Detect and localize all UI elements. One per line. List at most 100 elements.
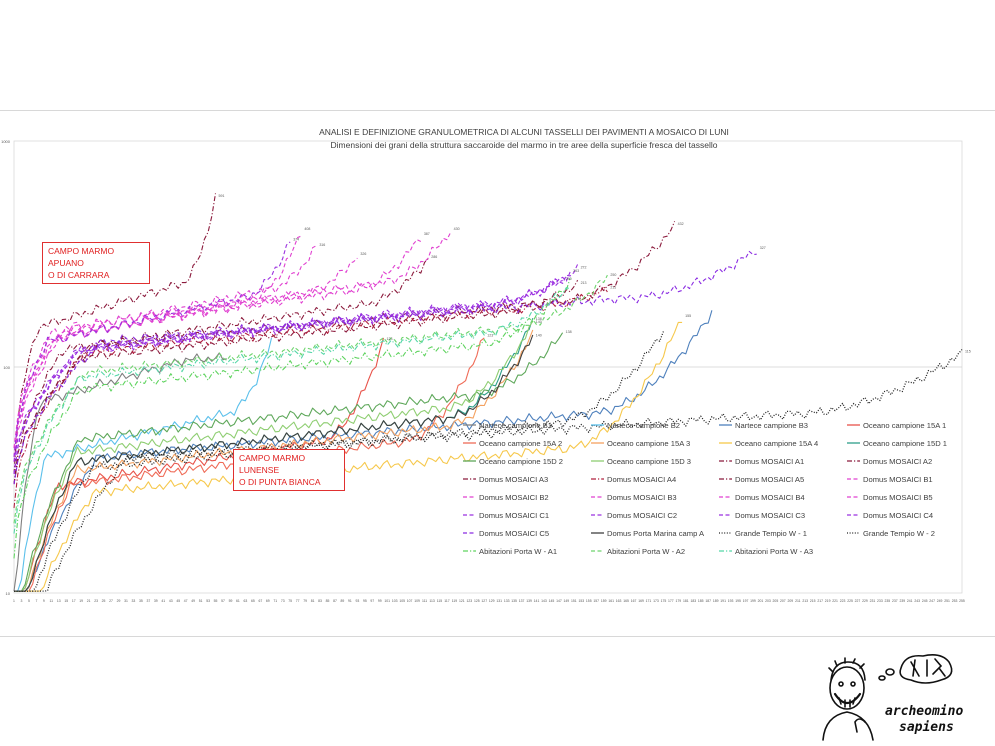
x-tick-label: 35 — [139, 599, 143, 603]
x-tick-label: 189 — [713, 599, 719, 603]
series-line — [13, 274, 608, 524]
x-tick-label: 137 — [519, 599, 525, 603]
x-tick-label: 243 — [914, 599, 920, 603]
series-line — [14, 329, 534, 592]
legend-entry: Oceano campione 15D 2 — [479, 457, 563, 466]
x-tick-label: 173 — [653, 599, 659, 603]
series-line — [13, 285, 608, 508]
x-tick-label: 175 — [661, 599, 667, 603]
x-tick-label: 103 — [392, 599, 398, 603]
x-tick-label: 109 — [414, 599, 420, 603]
x-tick-label: 63 — [244, 599, 248, 603]
x-tick-label: 247 — [929, 599, 935, 603]
x-tick-label: 193 — [728, 599, 734, 603]
series-end-label: 155 — [685, 314, 691, 318]
x-tick-label: 217 — [817, 599, 823, 603]
x-tick-label: 149 — [564, 599, 570, 603]
x-tick-label: 245 — [922, 599, 928, 603]
x-tick-label: 75 — [288, 599, 292, 603]
x-tick-label: 207 — [780, 599, 786, 603]
y-tick-label: 100 — [3, 365, 10, 370]
legend-entry: Domus MOSAICI A4 — [607, 475, 676, 484]
x-tick-label: 169 — [638, 599, 644, 603]
y-tick-label: 1000 — [1, 139, 11, 144]
x-tick-label: 85 — [326, 599, 330, 603]
legend-entry: Abitazioni Porta W - A2 — [607, 547, 685, 556]
apuano-field-label: CAMPO MARMO APUANO O DI CARRARA — [42, 242, 150, 284]
x-tick-label: 77 — [296, 599, 300, 603]
x-tick-label: 129 — [489, 599, 495, 603]
legend-entry: Domus MOSAICI C1 — [479, 511, 549, 520]
series-line — [13, 287, 571, 534]
x-tick-label: 117 — [444, 599, 450, 603]
x-tick-label: 59 — [229, 599, 233, 603]
legend-entry: Domus MOSAICI B3 — [607, 493, 677, 502]
x-tick-label: 163 — [616, 599, 622, 603]
x-tick-label: 121 — [459, 599, 465, 603]
x-tick-label: 179 — [676, 599, 682, 603]
x-tick-label: 13 — [57, 599, 61, 603]
x-tick-label: 51 — [199, 599, 203, 603]
series-line — [14, 334, 534, 592]
x-tick-label: 133 — [504, 599, 510, 603]
x-tick-label: 227 — [855, 599, 861, 603]
x-tick-label: 135 — [511, 599, 517, 603]
x-tick-label: 201 — [758, 599, 764, 603]
x-tick-label: 95 — [363, 599, 367, 603]
x-tick-label: 5 — [28, 599, 30, 603]
x-tick-label: 93 — [355, 599, 359, 603]
legend-entry: Abitazioni Porta W - A3 — [735, 547, 813, 556]
x-tick-label: 171 — [646, 599, 652, 603]
x-tick-label: 225 — [847, 599, 853, 603]
x-tick-label: 183 — [690, 599, 696, 603]
x-tick-label: 237 — [892, 599, 898, 603]
x-tick-label: 191 — [720, 599, 726, 603]
series-end-label: 286 — [431, 255, 437, 259]
x-tick-label: 19 — [79, 599, 83, 603]
legend-entry: Domus MOSAICI B5 — [863, 493, 933, 502]
x-tick-label: 251 — [944, 599, 950, 603]
logo-word-2: sapiens — [899, 720, 954, 735]
x-tick-label: 17 — [72, 599, 76, 603]
x-tick-label: 53 — [206, 599, 210, 603]
x-tick-label: 79 — [303, 599, 307, 603]
series-end-label: 374 — [293, 237, 299, 241]
x-tick-label: 131 — [496, 599, 502, 603]
series-end-label: 123 — [386, 337, 392, 341]
x-tick-label: 115 — [437, 599, 443, 603]
legend-entry: Grande Tempio W - 2 — [863, 529, 935, 538]
series-line — [13, 257, 358, 457]
x-tick-label: 161 — [608, 599, 614, 603]
legend-entry: Domus MOSAICI A3 — [479, 475, 548, 484]
x-tick-label: 165 — [623, 599, 629, 603]
archeomino-logo: archeomino sapiens — [815, 650, 975, 742]
x-tick-label: 239 — [899, 599, 905, 603]
x-tick-label: 139 — [526, 599, 532, 603]
x-tick-label: 203 — [765, 599, 771, 603]
chart-subtitle: Dimensioni dei grani della struttura sac… — [331, 140, 718, 150]
x-tick-label: 147 — [556, 599, 562, 603]
x-tick-label: 9 — [43, 599, 45, 603]
series-end-label: 591 — [219, 194, 225, 198]
series-end-label: 263 — [573, 269, 579, 273]
series-end-label: 430 — [454, 227, 460, 231]
series-line — [14, 349, 963, 592]
x-tick-label: 27 — [109, 599, 113, 603]
series-end-label: 213 — [581, 281, 587, 285]
x-tick-label: 21 — [87, 599, 91, 603]
x-tick-label: 195 — [735, 599, 741, 603]
logo-word-1: archeomino — [885, 704, 964, 719]
x-tick-label: 253 — [952, 599, 958, 603]
chart-canvas: ANALISI E DEFINIZIONE GRANULOMETRICA DI … — [1, 127, 971, 603]
x-tick-label: 107 — [407, 599, 413, 603]
x-tick-label: 177 — [668, 599, 674, 603]
legend-entry: Domus MOSAICI C3 — [735, 511, 805, 520]
series-end-label: 115 — [965, 349, 971, 353]
series-line — [13, 250, 757, 485]
x-tick-label: 57 — [221, 599, 225, 603]
series-end-label: 211 — [610, 286, 616, 290]
x-tick-label: 41 — [161, 599, 165, 603]
series-line — [14, 310, 713, 592]
legend-entry: Oceano campione 15A 2 — [479, 439, 562, 448]
x-tick-label: 71 — [273, 599, 277, 603]
